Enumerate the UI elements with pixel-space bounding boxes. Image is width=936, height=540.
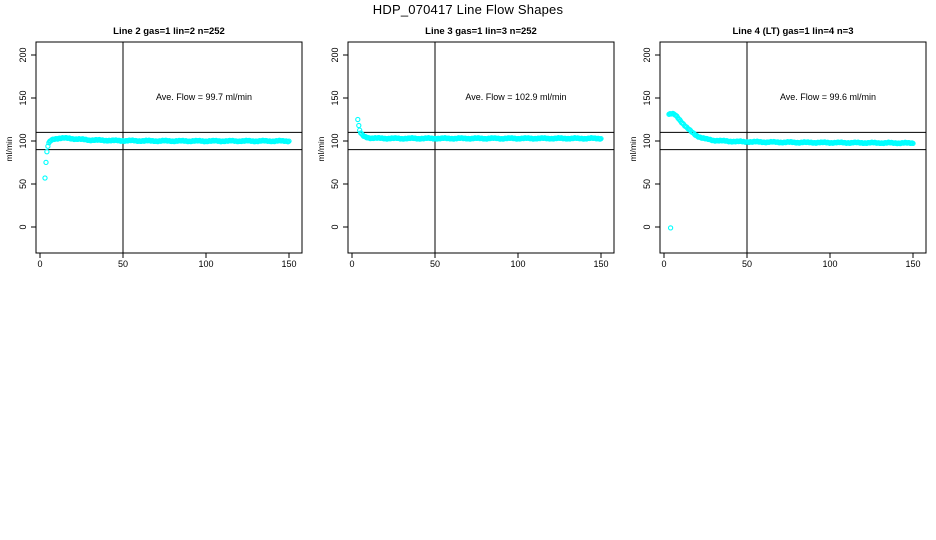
x-axis: 0 50 100 150 [349,253,609,269]
y-tick-label: 0 [330,224,340,229]
line2-flow-plot: 0 50 100 150 0 50 100 150 200 ml/min Line 2 gas=1 … [4,26,303,269]
y-tick-label: 100 [18,133,28,148]
panel-title: Line 2 gas=1 lin=2 n=252 [113,26,225,37]
avg-flow-annotation: Ave. Flow = 99.7 ml/min [156,92,252,102]
y-tick-label: 200 [330,47,340,62]
line3-flow-plot: 0 50 100 150 0 50 100 150 200 ml/min Line 3 gas=1 … [316,26,615,269]
x-axis: 0 50 100 150 [661,253,921,269]
y-tick-label: 50 [18,179,28,189]
y-axis: 0 50 100 150 200 [18,47,36,230]
y-tick-label: 0 [18,224,28,229]
line4-flow-plot: 0 50 100 150 0 50 100 150 200 ml/min Line 4 (LT) g… [628,26,927,269]
y-axis-unit-label: ml/min [628,136,638,161]
y-tick-label: 200 [642,47,652,62]
y-axis-unit-label: ml/min [316,136,326,161]
y-tick-label: 50 [642,179,652,189]
x-tick-label: 50 [118,259,128,269]
x-tick-label: 0 [349,259,354,269]
plot-box [659,41,927,254]
tolerance-band-lines [36,131,302,151]
y-axis: 0 50 100 150 200 [330,47,348,230]
x-tick-label: 100 [198,259,213,269]
plot-box [35,41,303,254]
x-tick-label: 0 [661,259,666,269]
panel-title: Line 4 (LT) gas=1 lin=4 n=3 [733,26,854,37]
x-tick-label: 100 [510,259,525,269]
x-axis: 0 50 100 150 [37,253,297,269]
data-points [666,110,916,231]
x-tick-label: 150 [281,259,296,269]
avg-flow-annotation: Ave. Flow = 99.6 ml/min [780,92,876,102]
y-tick-label: 0 [642,224,652,229]
flow-chart-panel-line3: 0 50 100 150 0 50 100 150 200 ml/min Line 3 gas=1 … [312,0,624,300]
x-tick-label: 150 [593,259,608,269]
y-tick-label: 100 [330,133,340,148]
y-axis-unit-label: ml/min [4,136,14,161]
y-tick-label: 150 [642,90,652,105]
flow-chart-panel-line4: 0 50 100 150 0 50 100 150 200 ml/min Line 4 (LT) g… [624,0,936,300]
y-axis: 0 50 100 150 200 [642,47,660,230]
data-points [42,134,292,181]
avg-flow-annotation: Ave. Flow = 102.9 ml/min [465,92,566,102]
y-tick-label: 100 [642,133,652,148]
plot-box [347,41,615,254]
tolerance-band-lines [660,131,926,151]
x-tick-label: 100 [822,259,837,269]
tolerance-band-lines [348,131,614,151]
x-tick-label: 0 [37,259,42,269]
x-tick-label: 50 [742,259,752,269]
panel-title: Line 3 gas=1 lin=3 n=252 [425,26,537,37]
outlier-point [667,225,674,231]
data-points [355,116,604,142]
y-tick-label: 150 [18,90,28,105]
y-tick-label: 150 [330,90,340,105]
y-tick-label: 50 [330,179,340,189]
x-tick-label: 50 [430,259,440,269]
figure-main-title: HDP_070417 Line Flow Shapes [372,2,564,17]
x-tick-label: 150 [905,259,920,269]
flow-chart-panel-line2: 0 50 100 150 0 50 100 150 200 ml/min Line 2 gas=1 … [0,0,312,300]
y-tick-label: 200 [18,47,28,62]
